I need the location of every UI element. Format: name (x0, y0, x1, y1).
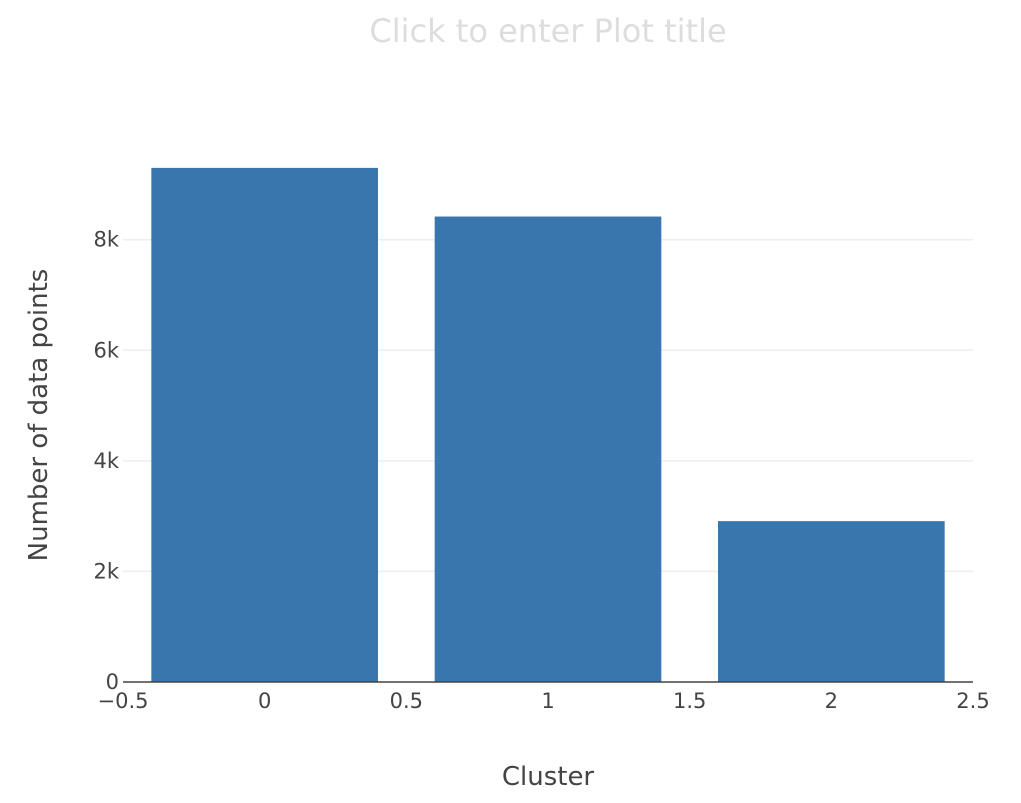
x-tick-label: 2 (825, 689, 838, 713)
x-tick-label: 1.5 (673, 689, 706, 713)
x-tick-label: 0.5 (390, 689, 423, 713)
y-tick-label: 6k (93, 338, 119, 362)
plot-title[interactable]: Click to enter Plot title (369, 12, 726, 50)
x-tick-label: 2.5 (956, 689, 989, 713)
bars (151, 167, 945, 682)
y-tick-label: 0 (106, 670, 119, 694)
y-tick-label: 8k (93, 228, 119, 252)
y-axis-title: Number of data points (24, 269, 54, 562)
bar-cluster-2 (718, 521, 945, 682)
y-tick-label: 4k (93, 449, 119, 473)
y-tick-label: 2k (93, 559, 119, 583)
x-tick-label: 1 (541, 689, 554, 713)
x-tick-label: 0 (258, 689, 271, 713)
y-axis-ticks: 0 2k 4k 6k 8k (93, 228, 119, 694)
bar-cluster-0 (151, 167, 378, 682)
x-axis-ticks: −0.5 0 0.5 1 1.5 2 2.5 (98, 689, 990, 713)
bar-cluster-1 (434, 216, 662, 682)
x-axis-title: Cluster (502, 762, 595, 792)
x-tick-label: −0.5 (98, 689, 149, 713)
